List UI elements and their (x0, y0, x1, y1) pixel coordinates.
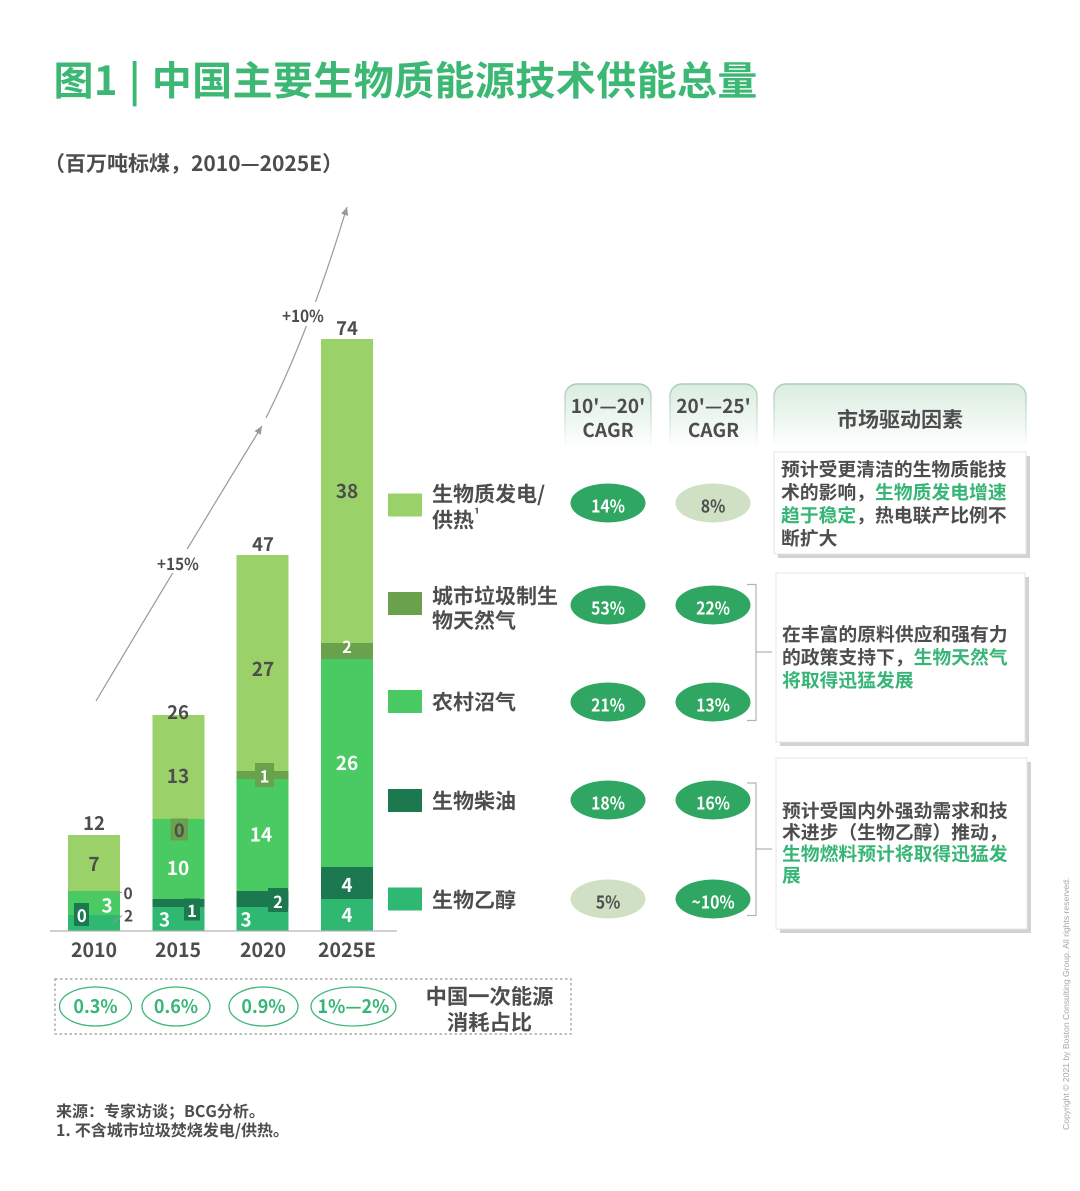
svg-text:Copyright © 2021 by Boston Con: Copyright © 2021 by Boston Consulting Gr… (1061, 878, 1071, 1130)
